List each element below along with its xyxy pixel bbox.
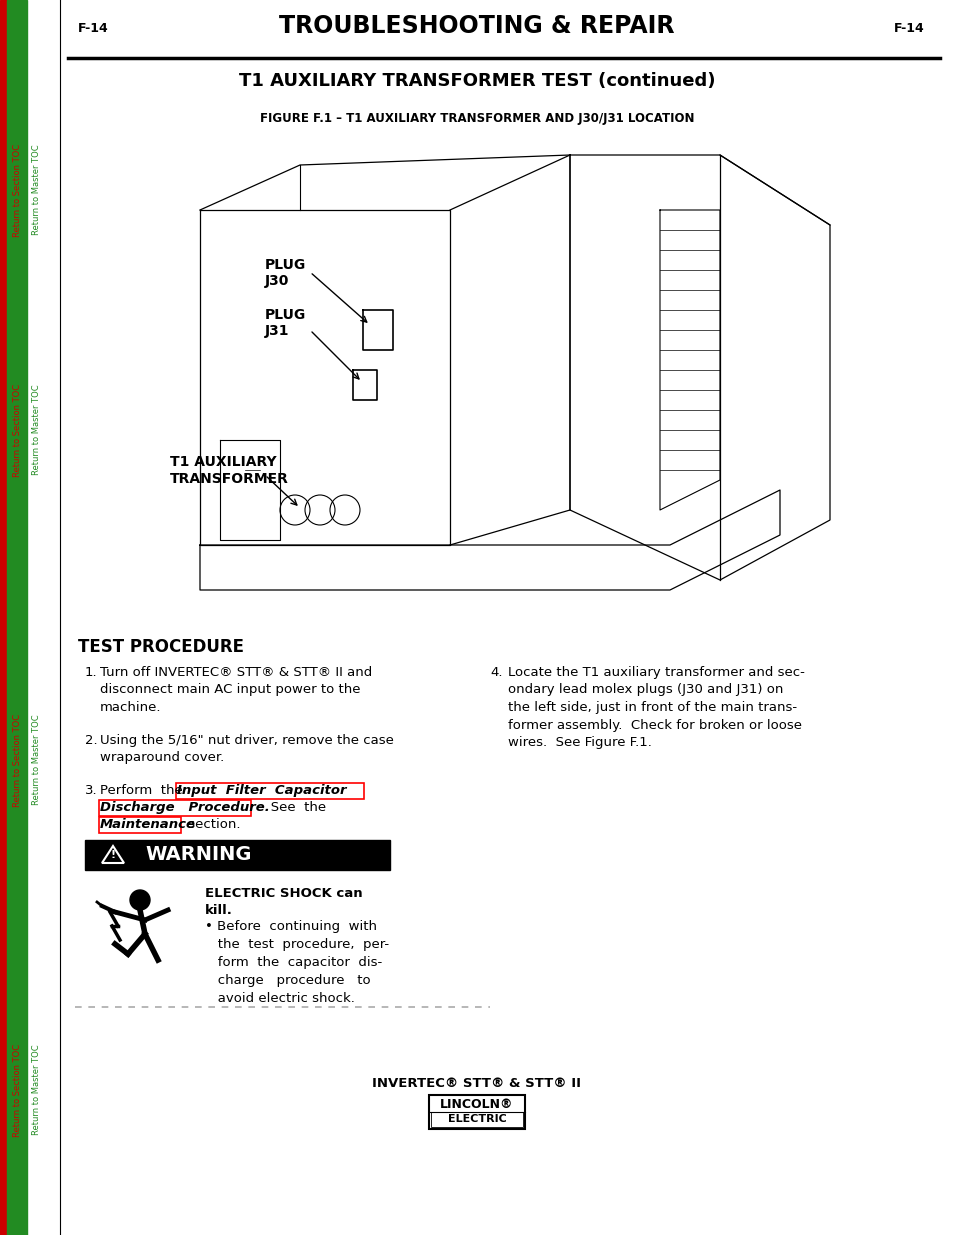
- Text: T1 AUXILIARY TRANSFORMER TEST (continued): T1 AUXILIARY TRANSFORMER TEST (continued…: [238, 72, 715, 90]
- Text: Discharge   Procedure.: Discharge Procedure.: [100, 802, 270, 814]
- Text: Input  Filter  Capacitor: Input Filter Capacitor: [177, 784, 346, 797]
- Text: 4.: 4.: [490, 666, 502, 679]
- Bar: [99, 818, 181, 832]
- Text: PLUG: PLUG: [265, 258, 306, 272]
- Text: 1.: 1.: [85, 666, 97, 679]
- Text: LINCOLN®: LINCOLN®: [439, 1098, 514, 1112]
- Text: Return to Section TOC: Return to Section TOC: [13, 143, 23, 237]
- Text: ELECTRIC: ELECTRIC: [447, 1114, 506, 1124]
- Text: TEST PROCEDURE: TEST PROCEDURE: [78, 638, 244, 656]
- Text: Return to Section TOC: Return to Section TOC: [13, 383, 23, 477]
- Text: !: !: [111, 850, 115, 860]
- Text: FIGURE F.1 – T1 AUXILIARY TRANSFORMER AND J30/J31 LOCATION: FIGURE F.1 – T1 AUXILIARY TRANSFORMER AN…: [259, 112, 694, 125]
- Text: Maintenance: Maintenance: [100, 818, 195, 831]
- Text: Turn off INVERTEC® STT® & STT® II and
disconnect main AC input power to the
mach: Turn off INVERTEC® STT® & STT® II and di…: [100, 666, 372, 714]
- Text: Return to Master TOC: Return to Master TOC: [32, 715, 42, 805]
- Bar: [85, 840, 390, 869]
- Bar: [429, 1095, 524, 1129]
- Text: Return to Master TOC: Return to Master TOC: [32, 384, 42, 475]
- Text: T1 AUXILIARY: T1 AUXILIARY: [170, 454, 276, 469]
- Text: section.: section.: [184, 818, 240, 831]
- Text: ELECTRIC SHOCK can
kill.: ELECTRIC SHOCK can kill.: [205, 887, 362, 918]
- Text: PLUG: PLUG: [265, 308, 306, 322]
- Text: WARNING: WARNING: [145, 845, 252, 863]
- Text: Return to Section TOC: Return to Section TOC: [13, 1044, 23, 1136]
- Circle shape: [130, 890, 150, 910]
- Text: TRANSFORMER: TRANSFORMER: [170, 472, 289, 487]
- Text: Using the 5/16" nut driver, remove the case
wraparound cover.: Using the 5/16" nut driver, remove the c…: [100, 734, 394, 764]
- Bar: [431, 1112, 522, 1128]
- Text: F-14: F-14: [78, 22, 109, 35]
- Text: • Before  continuing  with
   the  test  procedure,  per-
   form  the  capacito: • Before continuing with the test proced…: [205, 920, 389, 1005]
- Text: F-14: F-14: [893, 22, 924, 35]
- Text: Return to Section TOC: Return to Section TOC: [13, 714, 23, 806]
- Text: Perform  the: Perform the: [100, 784, 187, 797]
- Text: INVERTEC® STT® & STT® II: INVERTEC® STT® & STT® II: [372, 1077, 581, 1091]
- Text: 2.: 2.: [85, 734, 97, 747]
- Bar: [0, 0, 7, 1235]
- Text: Return to Master TOC: Return to Master TOC: [32, 1045, 42, 1135]
- Text: TROUBLESHOOTING & REPAIR: TROUBLESHOOTING & REPAIR: [279, 14, 674, 38]
- Text: See  the: See the: [257, 802, 326, 814]
- Text: J31: J31: [265, 324, 289, 338]
- Text: Return to Master TOC: Return to Master TOC: [32, 144, 42, 236]
- Bar: [175, 783, 364, 799]
- Bar: [7, 0, 27, 1235]
- Text: Locate the T1 auxiliary transformer and sec-
ondary lead molex plugs (J30 and J3: Locate the T1 auxiliary transformer and …: [507, 666, 804, 748]
- Text: J30: J30: [265, 274, 289, 288]
- Bar: [99, 800, 251, 816]
- Text: 3.: 3.: [85, 784, 97, 797]
